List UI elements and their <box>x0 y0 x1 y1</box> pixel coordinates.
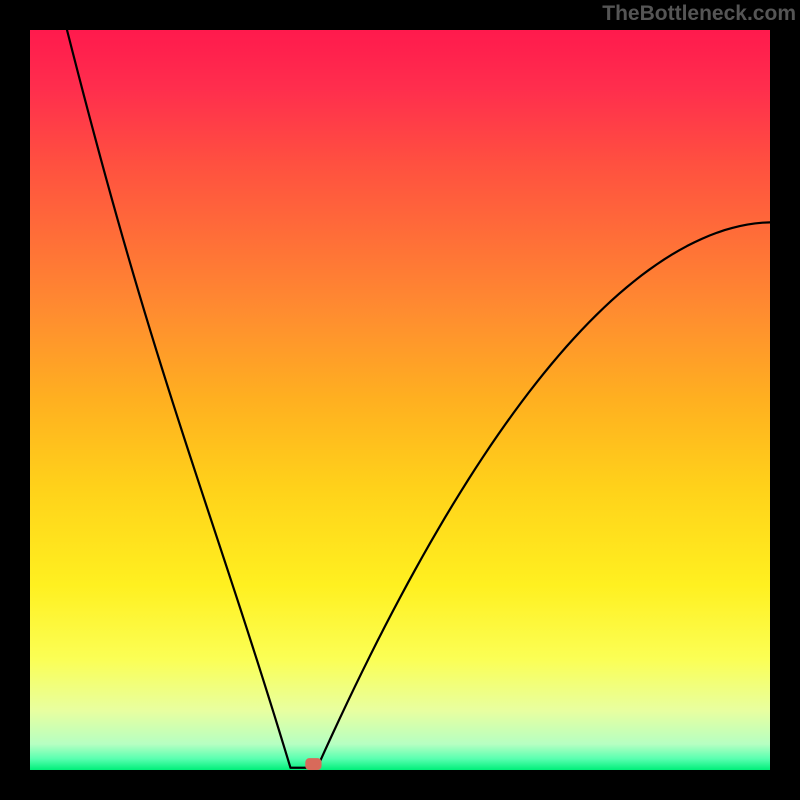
bottleneck-chart <box>30 30 770 770</box>
figure-frame: TheBottleneck.com <box>0 0 800 800</box>
optimum-marker <box>305 758 321 770</box>
chart-background <box>30 30 770 770</box>
watermark-text: TheBottleneck.com <box>602 2 796 26</box>
